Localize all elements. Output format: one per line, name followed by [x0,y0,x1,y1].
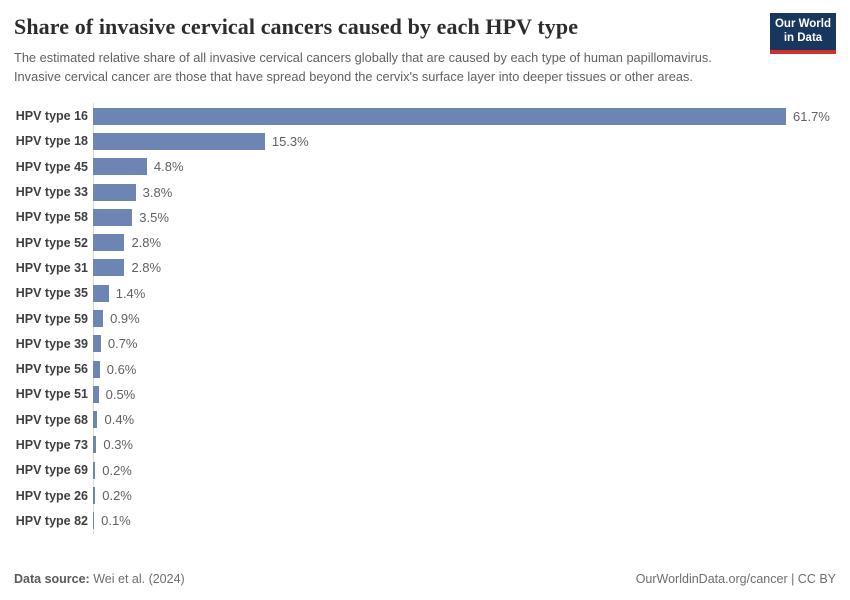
bar-row[interactable]: HPV type 59 0.9% [14,306,836,331]
value-label: 0.9% [110,311,140,326]
bar-area: 0.2% [93,483,836,508]
category-label: HPV type 59 [15,311,88,326]
value-label: 0.6% [106,361,137,377]
bar[interactable] [93,436,97,454]
category-label: HPV type 33 [15,185,88,200]
category-label: HPV type 52 [15,235,88,250]
category-label: HPV type 26 [15,488,88,503]
value-label: 1.4% [115,285,146,301]
bar-area: 0.4% [93,407,836,432]
category-label: HPV type 69 [15,463,88,478]
category-label: HPV type 51 [15,387,88,402]
owid-logo-line2: in Data [783,31,823,44]
category-label: HPV type 56 [15,362,88,377]
value-label: 3.8% [142,184,173,200]
category-label: HPV type 68 [15,412,88,427]
bar-row[interactable]: HPV type 33 3.8% [14,179,836,204]
category-label: HPV type 16 [15,109,88,124]
category-label: HPV type 39 [15,336,88,351]
bar-row[interactable]: HPV type 58 3.5% [14,205,836,230]
bar[interactable] [93,461,96,479]
bar[interactable] [93,385,99,403]
value-label: 0.4% [104,412,135,428]
bar[interactable] [93,259,125,277]
chart-subtitle: The estimated relative share of all inva… [14,50,712,84]
bar-area: 1.4% [93,281,836,306]
value-label: 0.7% [107,336,138,352]
category-label: HPV type 45 [15,159,88,174]
bar-area: 4.8% [93,154,836,179]
license-link[interactable]: OurWorldinData.org/cancer | CC BY [635,572,836,586]
bar[interactable] [93,107,786,125]
bar-area: 3.5% [93,205,836,230]
bar-row[interactable]: HPV type 73 0.3% [14,432,836,457]
bar-area: 0.1% [93,508,836,533]
bar[interactable] [93,310,104,327]
bar-row[interactable]: HPV type 68 0.4% [14,407,836,432]
bar-area: 61.7% [93,103,836,128]
bar-area: 3.8% [93,179,836,204]
bar-area: 0.3% [93,432,836,457]
bar[interactable] [93,132,265,150]
bar-row[interactable]: HPV type 31 2.8% [14,255,836,280]
category-label: HPV type 31 [15,260,88,275]
bar-row[interactable]: HPV type 52 2.8% [14,230,836,255]
bar-area: 0.5% [93,382,836,407]
bar-row[interactable]: HPV type 26 0.2% [14,483,836,508]
category-label: HPV type 82 [15,513,88,528]
value-label: 0.1% [101,513,131,529]
value-label: 0.2% [102,462,132,478]
bar-row[interactable]: HPV type 82 0.1% [14,508,836,533]
bar-row[interactable]: HPV type 35 1.4% [14,281,836,306]
value-label: 0.3% [103,437,133,453]
bar-area: 0.2% [93,458,836,483]
bar[interactable] [93,183,136,201]
bar-area: 0.9% [93,306,836,331]
bar-row[interactable]: HPV type 56 0.6% [14,356,836,381]
value-label: 0.5% [105,386,136,402]
category-label: HPV type 35 [15,286,88,301]
bar-area: 0.6% [93,356,836,381]
bar-row[interactable]: HPV type 45 4.8% [14,154,836,179]
bar-area: 2.8% [93,255,836,280]
data-source-value: Wei et al. (2024) [93,572,185,586]
bar[interactable] [93,158,147,176]
value-label: 0.2% [102,488,132,504]
bar-row[interactable]: HPV type 39 0.7% [14,331,836,356]
bar-row[interactable]: HPV type 16 61.7% [14,103,836,128]
value-label: 2.8% [131,235,162,251]
value-label: 4.8% [153,159,184,175]
bar[interactable] [93,512,95,530]
bar-area: 0.7% [93,331,836,356]
bar[interactable] [93,360,100,378]
bar-row[interactable]: HPV type 51 0.5% [14,382,836,407]
bar[interactable] [93,335,101,353]
bar-row[interactable]: HPV type 18 15.3% [14,129,836,154]
bar[interactable] [93,208,133,226]
bar[interactable] [93,411,98,429]
bar-area: 15.3% [93,129,836,154]
bar-area: 2.8% [93,230,836,255]
category-label: HPV type 58 [15,210,88,225]
bar[interactable] [93,284,109,302]
bar-chart: HPV type 16 61.7% HPV type 18 15.3% HPV type… [14,103,836,534]
value-label: 3.5% [139,209,169,225]
category-label: HPV type 73 [15,437,88,452]
bar[interactable] [93,487,96,505]
chart-footer: Data source: Wei et al. (2024) OurWorldi… [14,572,836,586]
data-source-label: Data source: [14,572,90,586]
owid-logo-line1: Our World [774,18,831,30]
category-label: HPV type 18 [15,134,88,149]
value-label: 2.8% [131,260,162,276]
value-label: 61.7% [793,108,830,124]
page-title: Share of invasive cervical cancers cause… [14,14,579,39]
data-source: Data source: Wei et al. (2024) [14,572,185,586]
value-label: 15.3% [271,133,309,149]
bar[interactable] [93,234,125,252]
bar-row[interactable]: HPV type 69 0.2% [14,458,836,483]
owid-logo[interactable]: Our World in Data [770,13,836,54]
